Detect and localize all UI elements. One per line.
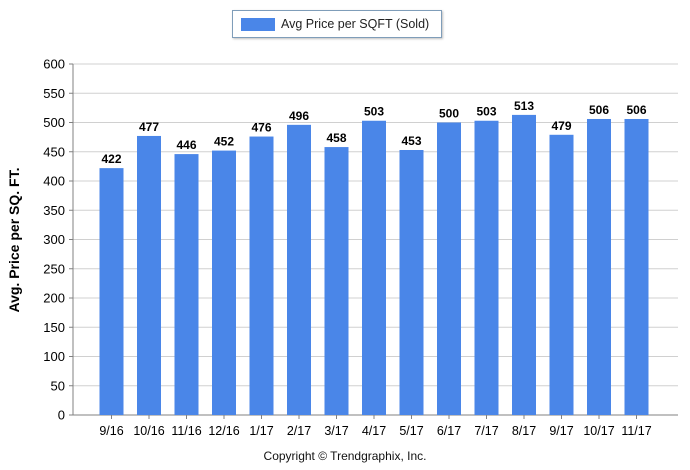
- bar: [362, 120, 386, 416]
- x-tick-label: 7/17: [474, 424, 498, 438]
- bar: [99, 168, 124, 415]
- x-tick-label: 10/16: [133, 424, 164, 438]
- bar: [249, 136, 274, 416]
- bar: [174, 154, 199, 415]
- y-tick-label: 350: [43, 203, 65, 218]
- bar-value-label: 453: [401, 134, 421, 148]
- x-tick-label: 9/16: [99, 424, 123, 438]
- x-tick-label: 6/17: [437, 424, 461, 438]
- y-tick-label: 450: [43, 144, 65, 159]
- bar: [212, 150, 236, 415]
- bar: [549, 134, 574, 415]
- bar-value-label: 500: [439, 107, 459, 121]
- y-tick-label: 550: [43, 86, 65, 101]
- bar-value-label: 503: [364, 105, 384, 119]
- bar-value-label: 513: [514, 99, 534, 113]
- bar: [587, 118, 611, 416]
- bar: [437, 122, 461, 415]
- bar-value-label: 458: [326, 131, 346, 145]
- bar-value-label: 476: [251, 121, 271, 135]
- bar: [474, 120, 499, 416]
- x-tick-label: 11/16: [171, 424, 201, 438]
- bar-value-label: 503: [476, 105, 496, 119]
- bar-value-label: 477: [139, 120, 159, 134]
- bar-value-label: 496: [289, 109, 309, 123]
- copyright-footer: Copyright © Trendgraphix, Inc.: [263, 449, 427, 463]
- x-tick-label: 12/16: [208, 424, 239, 438]
- bar: [624, 118, 649, 416]
- y-tick-label: 300: [43, 232, 65, 247]
- y-tick-label: 200: [43, 291, 65, 306]
- y-tick-label: 100: [43, 349, 65, 364]
- bar: [512, 114, 536, 416]
- y-tick-label: 600: [43, 57, 65, 72]
- bar-value-label: 452: [214, 135, 234, 149]
- bar-value-label: 422: [101, 152, 121, 166]
- bar: [324, 147, 349, 415]
- x-tick-label: 11/17: [621, 424, 651, 438]
- x-tick-label: 2/17: [287, 424, 311, 438]
- x-tick-label: 10/17: [583, 424, 614, 438]
- bar-value-label: 506: [589, 103, 609, 117]
- x-tick-label: 1/17: [249, 424, 273, 438]
- bar-value-label: 479: [551, 119, 571, 133]
- x-tick-label: 5/17: [399, 424, 423, 438]
- bar-value-label: 506: [626, 103, 646, 117]
- y-tick-label: 500: [43, 115, 65, 130]
- x-tick-label: 9/17: [549, 424, 573, 438]
- legend-swatch: [241, 17, 275, 31]
- legend-label: Avg Price per SQFT (Sold): [281, 17, 430, 31]
- y-tick-label: 250: [43, 261, 65, 276]
- bar: [137, 135, 161, 415]
- y-tick-label: 150: [43, 320, 65, 335]
- bar-value-label: 446: [176, 138, 196, 152]
- y-tick-label: 50: [51, 378, 65, 393]
- x-tick-label: 3/17: [324, 424, 348, 438]
- legend: Avg Price per SQFT (Sold): [232, 10, 442, 38]
- y-tick-label: 400: [43, 174, 65, 189]
- bar: [399, 149, 424, 415]
- y-tick-label: 0: [58, 408, 65, 423]
- x-tick-label: 4/17: [362, 424, 386, 438]
- bar: [287, 124, 311, 415]
- x-tick-label: 8/17: [512, 424, 536, 438]
